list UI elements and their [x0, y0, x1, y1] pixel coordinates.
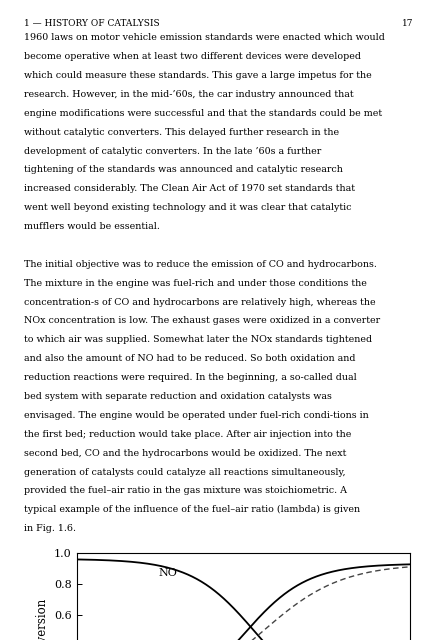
Text: generation of catalysts could catalyze all reactions simultaneously,: generation of catalysts could catalyze a… [24, 467, 346, 477]
Text: second bed, CO and the hydrocarbons would be oxidized. The next: second bed, CO and the hydrocarbons woul… [24, 449, 346, 458]
Text: and also the amount of NO had to be reduced. So both oxidation and: and also the amount of NO had to be redu… [24, 355, 356, 364]
Y-axis label: Conversion: Conversion [35, 597, 49, 640]
Text: mufflers would be essential.: mufflers would be essential. [24, 222, 160, 231]
Text: without catalytic converters. This delayed further research in the: without catalytic converters. This delay… [24, 128, 339, 137]
Text: provided the fuel–air ratio in the gas mixture was stoichiometric. A: provided the fuel–air ratio in the gas m… [24, 486, 347, 495]
Text: research. However, in the mid-’60s, the car industry announced that: research. However, in the mid-’60s, the … [24, 90, 354, 99]
Text: reduction reactions were required. In the beginning, a so-called dual: reduction reactions were required. In th… [24, 373, 357, 382]
Text: tightening of the standards was announced and catalytic research: tightening of the standards was announce… [24, 166, 343, 175]
Text: went well beyond existing technology and it was clear that catalytic: went well beyond existing technology and… [24, 203, 352, 212]
Text: 1 — HISTORY OF CATALYSIS: 1 — HISTORY OF CATALYSIS [24, 19, 160, 28]
Text: in Fig. 1.6.: in Fig. 1.6. [24, 524, 76, 533]
Text: bed system with separate reduction and oxidation catalysts was: bed system with separate reduction and o… [24, 392, 332, 401]
Text: development of catalytic converters. In the late ’60s a further: development of catalytic converters. In … [24, 147, 321, 156]
Text: become operative when at least two different devices were developed: become operative when at least two diffe… [24, 52, 361, 61]
Text: 17: 17 [403, 19, 414, 28]
Text: which could measure these standards. This gave a large impetus for the: which could measure these standards. Thi… [24, 71, 372, 80]
Text: 1960 laws on motor vehicle emission standards were enacted which would: 1960 laws on motor vehicle emission stan… [24, 33, 385, 42]
Text: NOx concentration is low. The exhaust gases were oxidized in a converter: NOx concentration is low. The exhaust ga… [24, 317, 380, 326]
Text: engine modifications were successful and that the standards could be met: engine modifications were successful and… [24, 109, 382, 118]
Text: typical example of the influence of the fuel–air ratio (lambda) is given: typical example of the influence of the … [24, 506, 360, 515]
Text: concentration-s of CO and hydrocarbons are relatively high, whereas the: concentration-s of CO and hydrocarbons a… [24, 298, 376, 307]
Text: NO: NO [159, 568, 177, 578]
Text: The mixture in the engine was fuel-rich and under those conditions the: The mixture in the engine was fuel-rich … [24, 279, 367, 288]
Text: increased considerably. The Clean Air Act of 1970 set standards that: increased considerably. The Clean Air Ac… [24, 184, 355, 193]
Text: envisaged. The engine would be operated under fuel-rich condi-tions in: envisaged. The engine would be operated … [24, 411, 369, 420]
Text: The initial objective was to reduce the emission of CO and hydrocarbons.: The initial objective was to reduce the … [24, 260, 377, 269]
Text: the first bed; reduction would take place. After air injection into the: the first bed; reduction would take plac… [24, 430, 351, 439]
Text: to which air was supplied. Somewhat later the NOx standards tightened: to which air was supplied. Somewhat late… [24, 335, 372, 344]
